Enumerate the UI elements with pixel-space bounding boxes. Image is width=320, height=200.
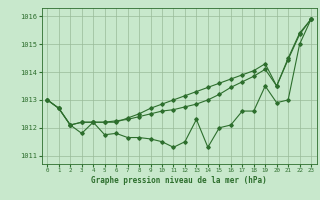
X-axis label: Graphe pression niveau de la mer (hPa): Graphe pression niveau de la mer (hPa): [91, 176, 267, 185]
